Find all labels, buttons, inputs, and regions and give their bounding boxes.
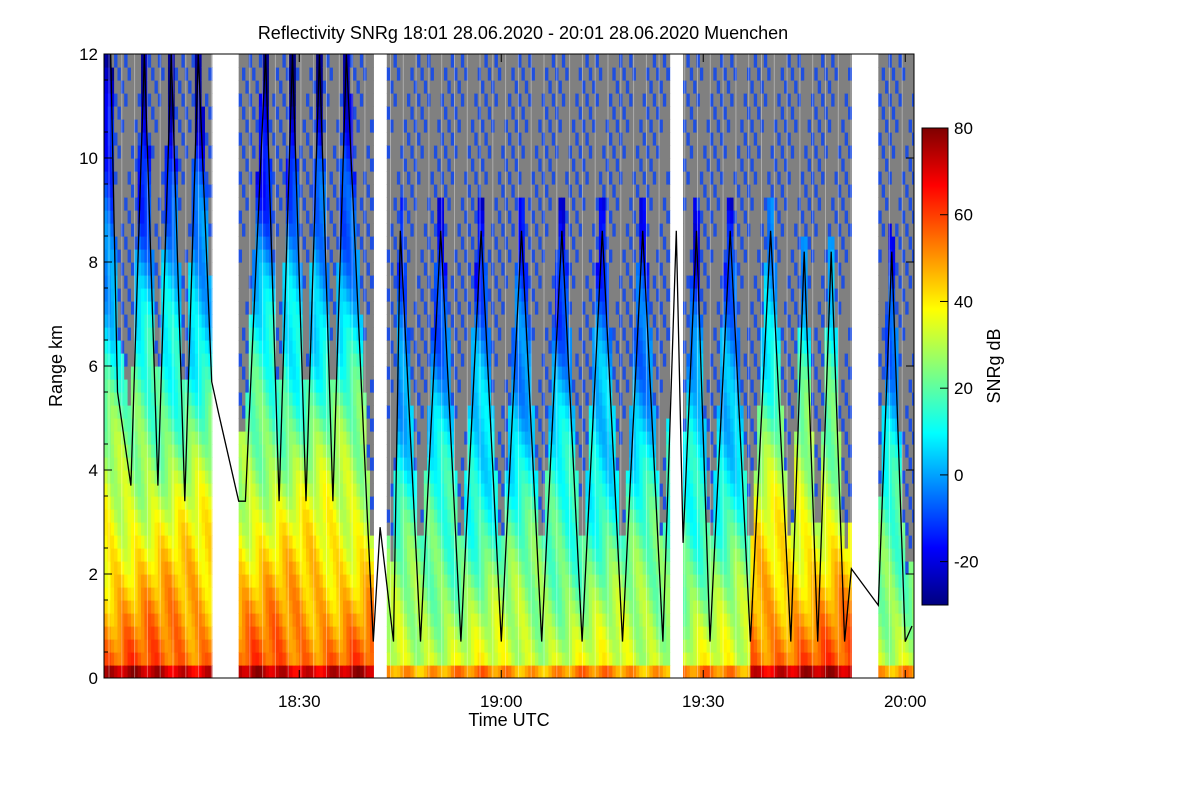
y-tick-label: 10	[79, 149, 98, 168]
y-tick-label: 8	[89, 253, 98, 272]
x-axis: 18:30 19:00 19:30 20:00	[278, 54, 927, 711]
signal-top-line	[110, 54, 913, 642]
heatmap-layer	[104, 54, 914, 678]
y-axis: 0 2 4 6 8 10 12	[79, 45, 914, 688]
x-tick-label: 19:00	[480, 692, 523, 711]
colorbar-tick-label: 20	[954, 379, 973, 398]
colorbar-tick-label: 60	[954, 206, 973, 225]
colorbar-ticks: -20 0 20 40 60 80	[940, 119, 979, 572]
colorbar-tick-label: 0	[954, 466, 963, 485]
x-tick-label: 18:30	[278, 692, 321, 711]
x-axis-label: Time UTC	[468, 710, 549, 730]
colorbar-label: SNRg dB	[984, 328, 1004, 403]
colorbar: -20 0 20 40 60 80 SNRg dB	[921, 119, 1004, 606]
y-axis-label: Range km	[46, 325, 66, 407]
x-tick-label: 19:30	[682, 692, 725, 711]
plot-area	[104, 54, 914, 678]
y-tick-label: 4	[89, 461, 98, 480]
y-tick-label: 2	[89, 565, 98, 584]
colorbar-tick-label: 80	[954, 119, 973, 138]
chart-title: Reflectivity SNRg 18:01 28.06.2020 - 20:…	[258, 23, 788, 43]
colorbar-tick-label: 40	[954, 292, 973, 311]
x-tick-label: 20:00	[884, 692, 927, 711]
y-tick-label: 12	[79, 45, 98, 64]
y-tick-label: 0	[89, 669, 98, 688]
colorbar-ramp	[921, 127, 949, 606]
colorbar-tick-label: -20	[954, 553, 979, 572]
y-tick-label: 6	[89, 357, 98, 376]
